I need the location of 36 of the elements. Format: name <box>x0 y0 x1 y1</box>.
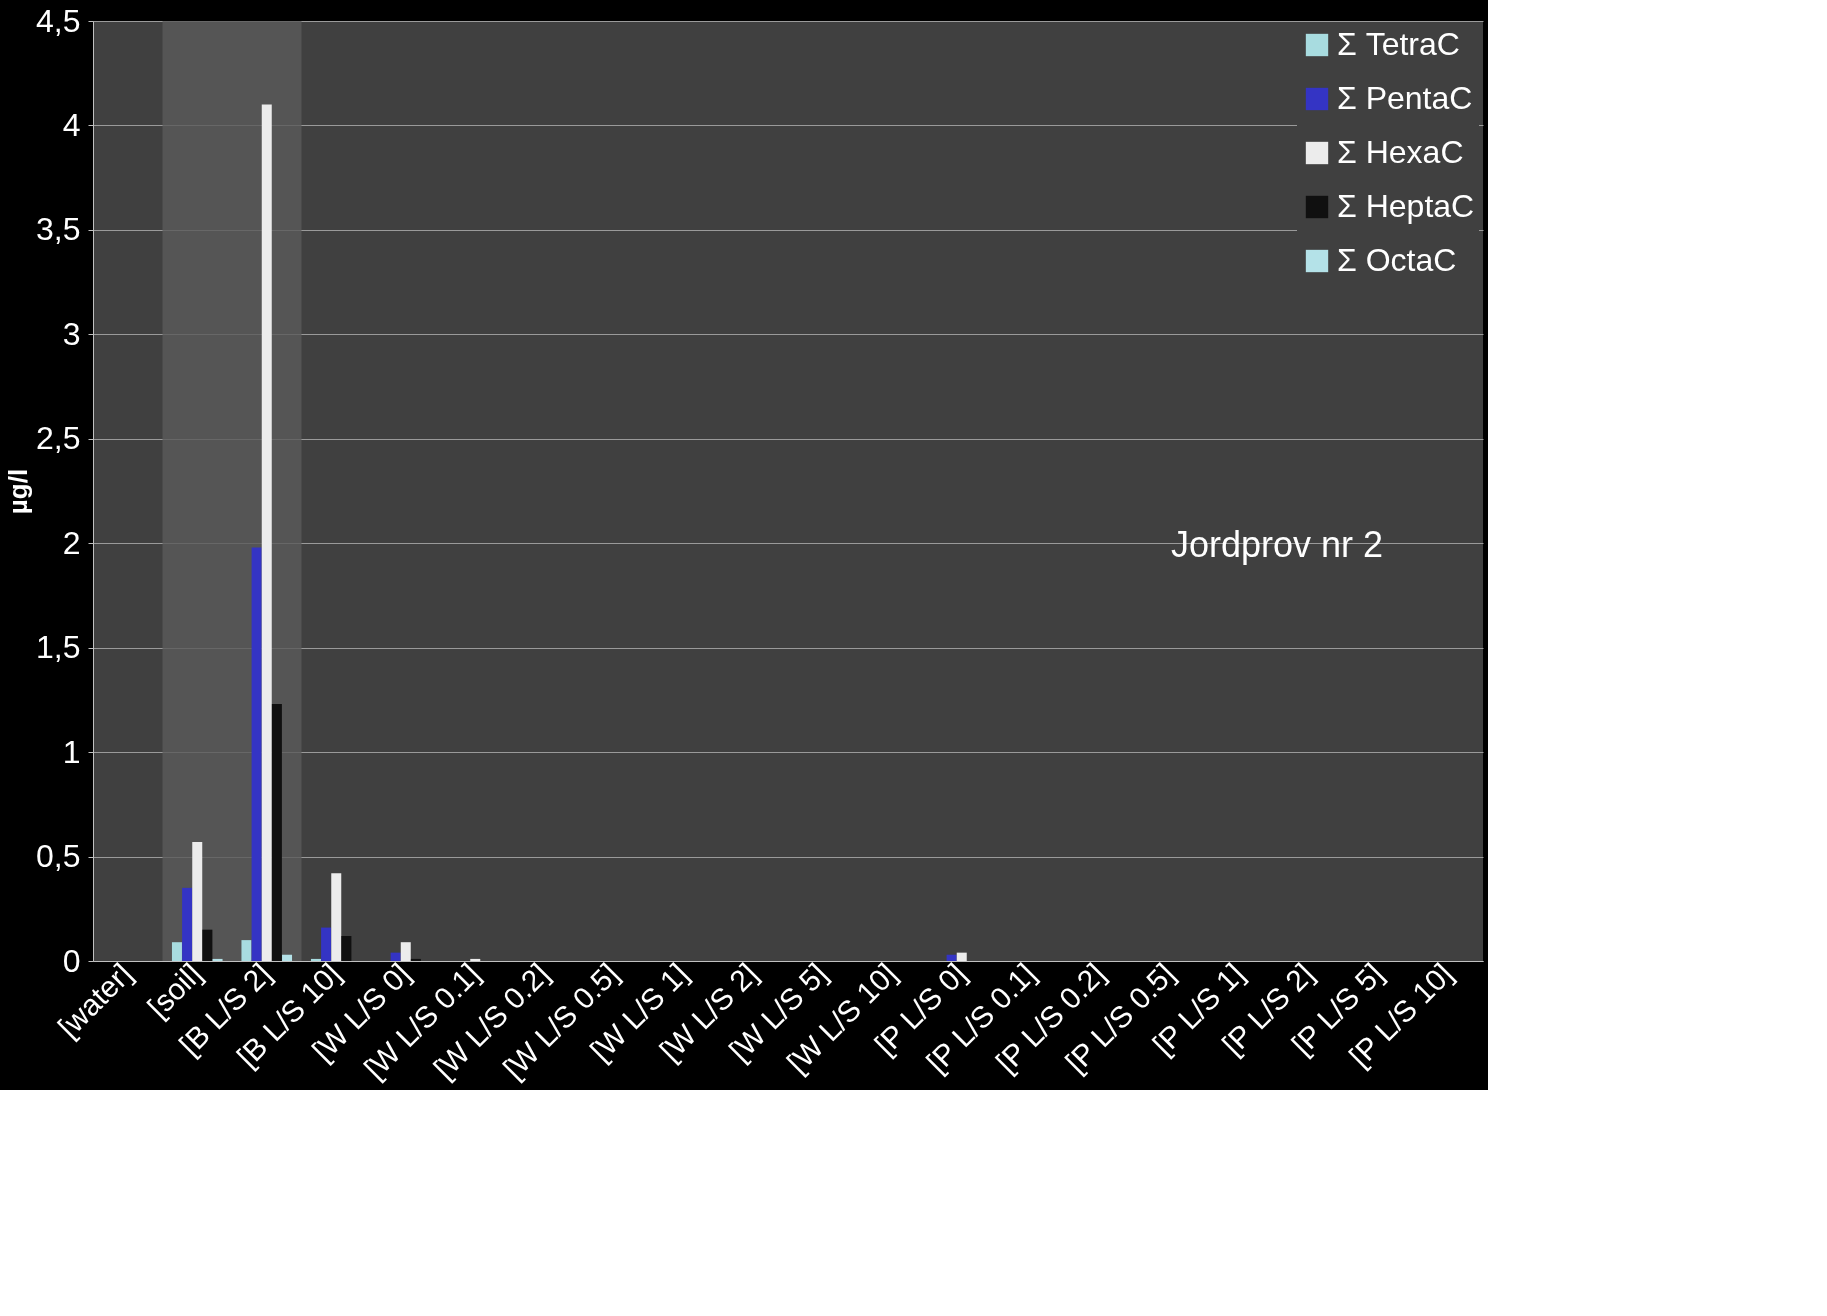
bar <box>956 952 967 961</box>
legend-label: Σ OctaC <box>1337 242 1457 278</box>
bar <box>470 958 481 961</box>
y-tick-label: 4,5 <box>36 2 81 39</box>
bar <box>241 940 252 961</box>
legend-label: Σ TetraC <box>1337 26 1460 62</box>
y-tick-label: 2 <box>62 524 81 561</box>
bar <box>310 958 321 961</box>
bar <box>212 958 223 961</box>
legend-label: Σ HexaC <box>1337 134 1464 170</box>
bar <box>261 104 272 961</box>
bar <box>321 927 332 961</box>
bar <box>171 942 182 961</box>
bar <box>182 887 193 961</box>
bar <box>202 929 213 961</box>
y-axis-title: µg/l <box>3 468 34 515</box>
legend-label: Σ HeptaC <box>1337 188 1475 224</box>
y-tick-label: 2,5 <box>36 420 81 457</box>
y-tick-label: 4 <box>62 106 81 143</box>
bar <box>341 935 352 961</box>
annotation: Jordprov nr 2 <box>1170 524 1383 565</box>
y-tick-label: 0,5 <box>36 838 81 875</box>
bar <box>192 841 203 961</box>
bar <box>282 954 293 961</box>
bar <box>331 873 342 961</box>
y-tick-label: 1 <box>62 733 81 770</box>
bar <box>271 704 282 961</box>
legend-label: Σ PentaC <box>1337 80 1473 116</box>
bar <box>410 958 421 961</box>
bar <box>946 954 957 961</box>
y-tick-label: 3 <box>62 315 81 352</box>
y-tick-label: 1,5 <box>36 629 81 666</box>
bar <box>390 952 401 961</box>
y-tick-label: 3,5 <box>36 211 81 248</box>
bar <box>251 547 262 961</box>
bar <box>400 942 411 961</box>
